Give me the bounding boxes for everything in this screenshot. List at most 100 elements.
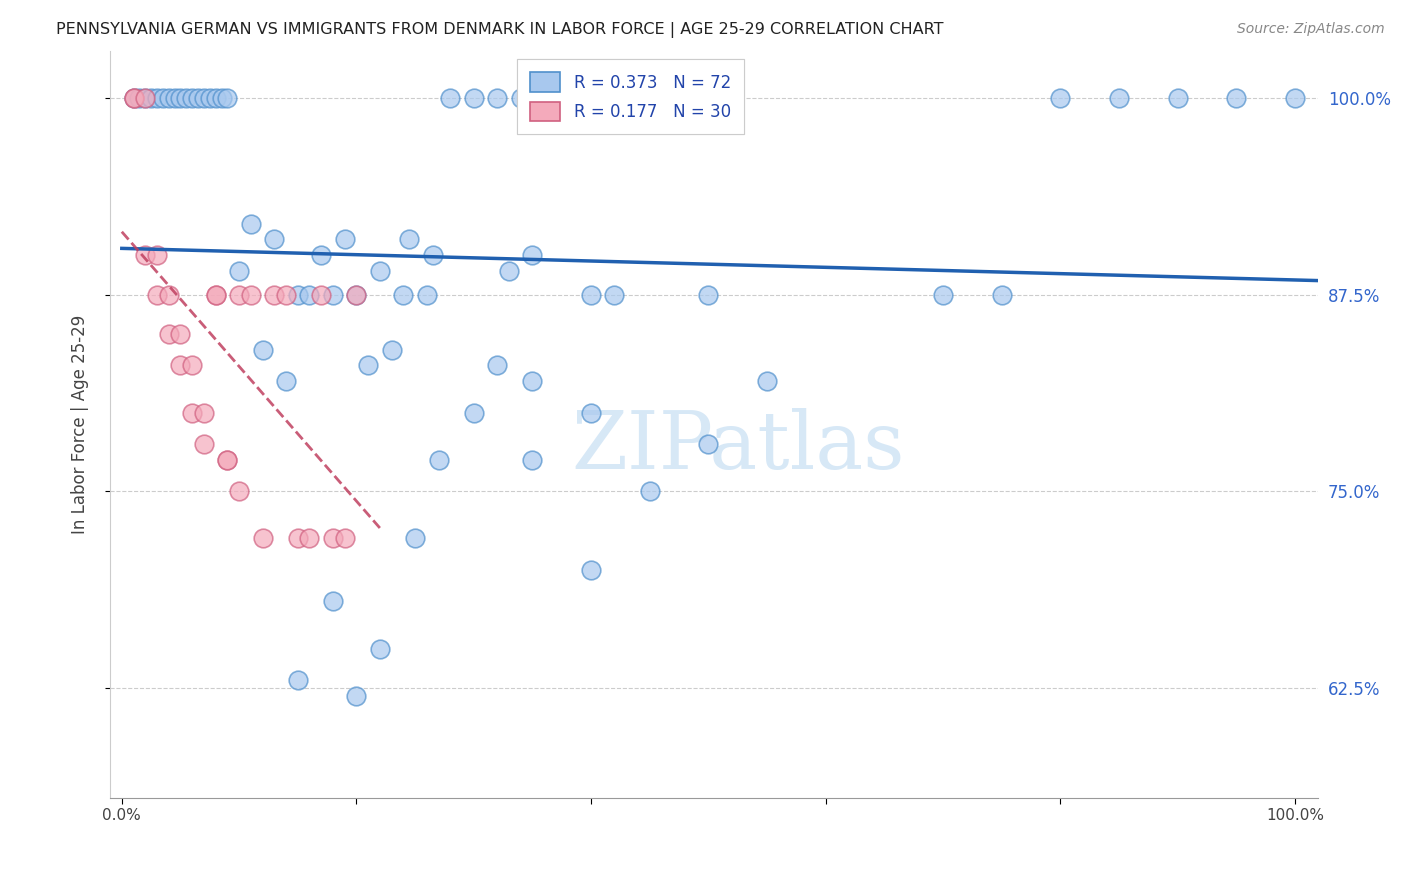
Point — [169, 91, 191, 105]
Point — [181, 91, 204, 105]
Point — [398, 232, 420, 246]
Point — [322, 532, 344, 546]
Point — [463, 91, 485, 105]
Point — [169, 359, 191, 373]
Point — [422, 248, 444, 262]
Point — [344, 287, 367, 301]
Point — [697, 287, 720, 301]
Point — [187, 91, 209, 105]
Point — [509, 91, 531, 105]
Point — [252, 343, 274, 357]
Point — [128, 91, 150, 105]
Point — [697, 437, 720, 451]
Point — [344, 287, 367, 301]
Point — [204, 287, 226, 301]
Point — [252, 532, 274, 546]
Point — [146, 287, 169, 301]
Point — [122, 91, 145, 105]
Point — [309, 287, 332, 301]
Point — [239, 217, 262, 231]
Point — [392, 287, 415, 301]
Point — [152, 91, 174, 105]
Point — [204, 287, 226, 301]
Point — [239, 287, 262, 301]
Point — [163, 91, 186, 105]
Point — [486, 359, 509, 373]
Point — [579, 406, 602, 420]
Point — [228, 264, 250, 278]
Point — [287, 287, 309, 301]
Point — [368, 641, 391, 656]
Point — [1225, 91, 1247, 105]
Point — [333, 232, 356, 246]
Point — [176, 91, 198, 105]
Point — [122, 91, 145, 105]
Point — [157, 91, 180, 105]
Point — [755, 374, 778, 388]
Point — [522, 374, 544, 388]
Point — [1166, 91, 1188, 105]
Point — [298, 532, 321, 546]
Point — [134, 248, 156, 262]
Point — [309, 248, 332, 262]
Point — [228, 484, 250, 499]
Point — [193, 406, 215, 420]
Point — [217, 452, 239, 467]
Point — [603, 287, 626, 301]
Point — [1049, 91, 1071, 105]
Point — [169, 326, 191, 341]
Text: Source: ZipAtlas.com: Source: ZipAtlas.com — [1237, 22, 1385, 37]
Point — [263, 232, 285, 246]
Point — [638, 484, 661, 499]
Point — [990, 287, 1012, 301]
Point — [557, 91, 579, 105]
Point — [333, 532, 356, 546]
Point — [134, 91, 156, 105]
Point — [211, 91, 233, 105]
Point — [1284, 91, 1306, 105]
Point — [463, 406, 485, 420]
Point — [146, 91, 169, 105]
Point — [193, 437, 215, 451]
Point — [134, 91, 156, 105]
Point — [157, 287, 180, 301]
Point — [522, 452, 544, 467]
Point — [322, 287, 344, 301]
Point — [1108, 91, 1130, 105]
Point — [157, 326, 180, 341]
Point — [439, 91, 461, 105]
Point — [298, 287, 321, 301]
Point — [274, 287, 297, 301]
Text: ZIPatlas: ZIPatlas — [572, 408, 905, 486]
Point — [368, 264, 391, 278]
Point — [579, 563, 602, 577]
Point — [146, 248, 169, 262]
Legend: R = 0.373   N = 72, R = 0.177   N = 30: R = 0.373 N = 72, R = 0.177 N = 30 — [517, 59, 744, 134]
Point — [498, 264, 520, 278]
Point — [193, 91, 215, 105]
Point — [381, 343, 404, 357]
Point — [416, 287, 439, 301]
Point — [181, 359, 204, 373]
Point — [181, 406, 204, 420]
Point — [198, 91, 221, 105]
Point — [217, 91, 239, 105]
Point — [139, 91, 162, 105]
Point — [932, 287, 955, 301]
Point — [287, 673, 309, 687]
Point — [228, 287, 250, 301]
Point — [344, 689, 367, 703]
Point — [427, 452, 450, 467]
Point — [263, 287, 285, 301]
Point — [357, 359, 380, 373]
Point — [122, 91, 145, 105]
Point — [522, 248, 544, 262]
Point — [579, 287, 602, 301]
Point — [204, 91, 226, 105]
Point — [404, 532, 426, 546]
Point — [274, 374, 297, 388]
Point — [287, 532, 309, 546]
Text: PENNSYLVANIA GERMAN VS IMMIGRANTS FROM DENMARK IN LABOR FORCE | AGE 25-29 CORREL: PENNSYLVANIA GERMAN VS IMMIGRANTS FROM D… — [56, 22, 943, 38]
Point — [486, 91, 509, 105]
Point — [217, 452, 239, 467]
